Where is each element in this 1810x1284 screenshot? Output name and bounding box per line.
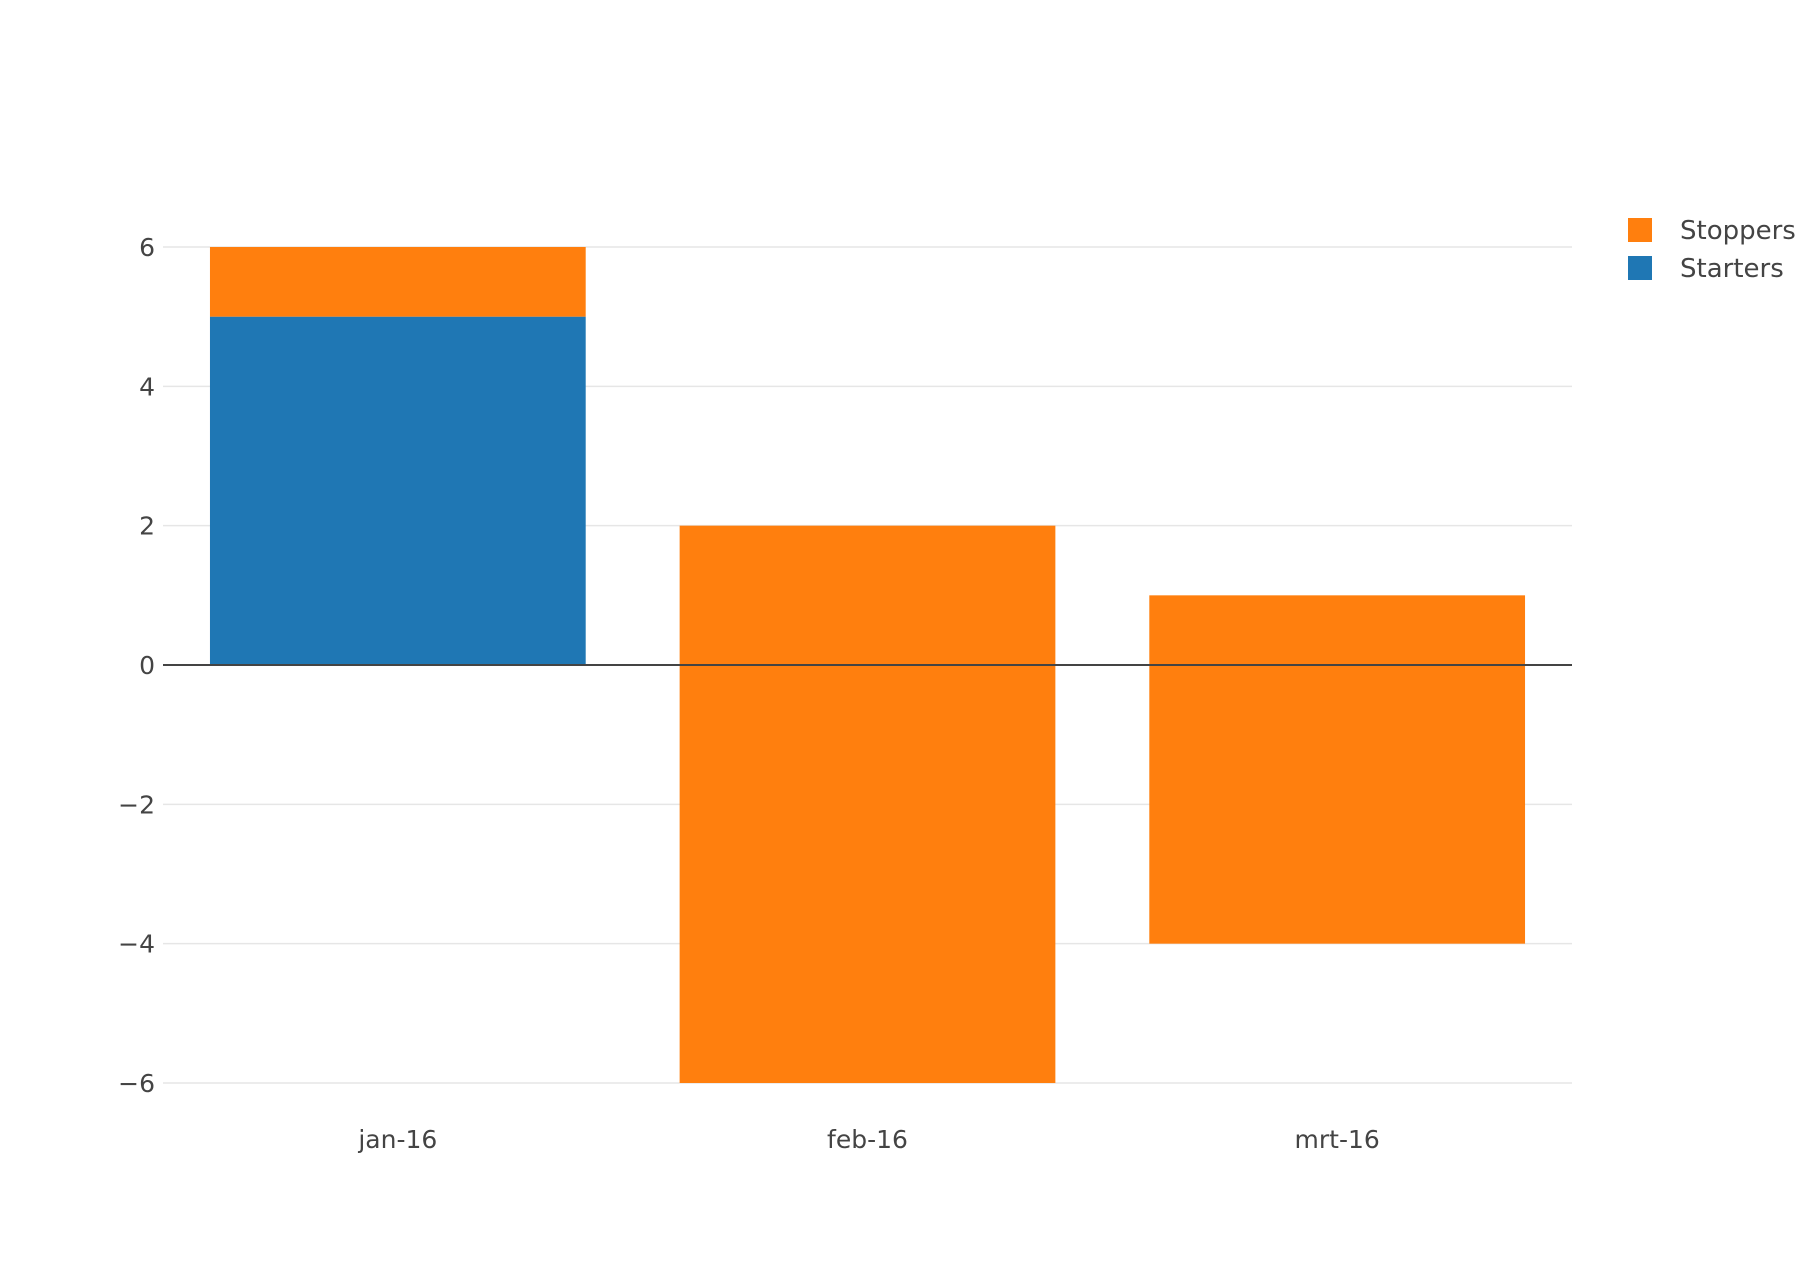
y-tick-label: 0 xyxy=(139,651,155,680)
y-tick-label: −4 xyxy=(118,930,155,959)
bar-stoppers-jan-16 xyxy=(209,247,586,317)
x-tick-label: mrt-16 xyxy=(1295,1125,1380,1154)
legend-label: Starters xyxy=(1680,254,1784,284)
legend-label: Stoppers xyxy=(1680,216,1796,246)
x-axis-tick-labels: jan-16 feb-16 mrt-16 xyxy=(357,1125,1379,1154)
legend-item-stoppers[interactable]: Stoppers xyxy=(1628,216,1796,246)
bar-stoppers-feb-16 xyxy=(679,525,1056,1083)
x-tick-label: jan-16 xyxy=(357,1125,437,1154)
bar-stoppers-mrt-16 xyxy=(1149,595,1526,944)
bar-starters-jan-16 xyxy=(209,316,586,665)
y-tick-label: 2 xyxy=(139,512,155,541)
legend-item-starters[interactable]: Starters xyxy=(1628,254,1784,284)
y-tick-label: 4 xyxy=(139,372,155,401)
y-tick-label: −6 xyxy=(118,1069,155,1098)
y-tick-label: −2 xyxy=(118,790,155,819)
y-axis-tick-labels: 6 4 2 0 −2 −4 −6 xyxy=(118,233,155,1098)
legend[interactable]: Stoppers Starters xyxy=(1628,216,1796,284)
legend-swatch xyxy=(1628,218,1652,242)
bars xyxy=(209,247,1526,1083)
legend-swatch xyxy=(1628,256,1652,280)
x-tick-label: feb-16 xyxy=(827,1125,908,1154)
y-tick-label: 6 xyxy=(139,233,155,262)
